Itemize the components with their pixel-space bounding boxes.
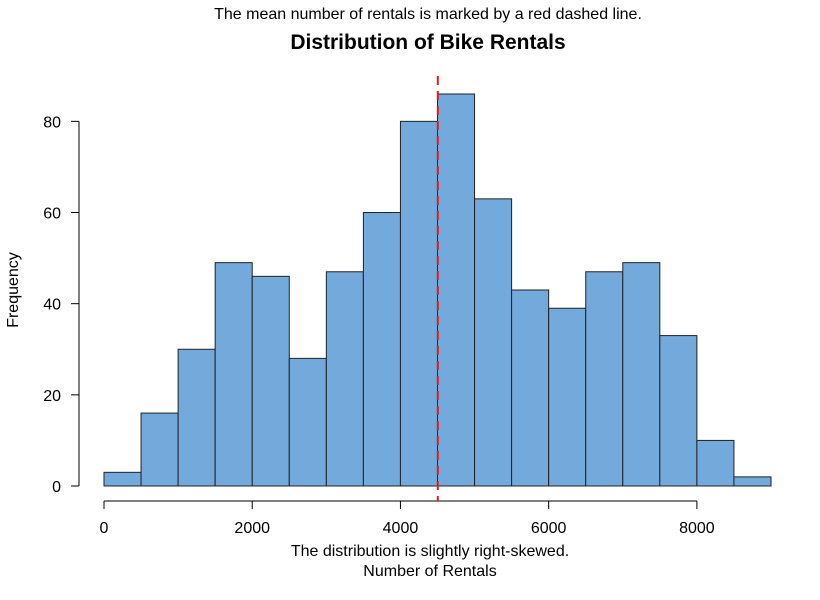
x-tick-label: 0 — [100, 520, 109, 537]
histogram-bar — [585, 271, 624, 487]
histogram-bar — [622, 262, 661, 487]
y-tick-label: 20 — [43, 388, 61, 405]
histogram-bar — [288, 357, 327, 487]
chart-subtitle: The mean number of rentals is marked by … — [214, 6, 642, 23]
x-tick-label: 8000 — [679, 520, 715, 537]
x-tick-label: 6000 — [531, 520, 567, 537]
y-tick-label: 80 — [43, 114, 61, 131]
bars-group — [103, 93, 772, 487]
y-axis-label: Frequency — [5, 252, 22, 328]
y-tick-label: 60 — [43, 206, 61, 223]
histogram-bar — [251, 275, 290, 487]
histogram-bar — [214, 262, 253, 487]
x-tick-label: 4000 — [383, 520, 419, 537]
histogram-bar — [140, 412, 179, 487]
histogram-bar — [103, 471, 142, 487]
histogram-bar — [733, 476, 772, 487]
histogram-bar — [437, 93, 476, 487]
histogram-bar — [659, 335, 698, 487]
chart-caption: The distribution is slightly right-skewe… — [291, 543, 569, 560]
x-axis-label: Number of Rentals — [363, 563, 496, 580]
histogram-bar — [474, 198, 513, 487]
histogram-bar — [399, 120, 439, 487]
x-tick-label: 2000 — [234, 520, 270, 537]
histogram-bar — [548, 307, 587, 487]
y-tick-label: 40 — [43, 297, 61, 314]
histogram-bar — [362, 212, 401, 487]
chart-title: Distribution of Bike Rentals — [290, 31, 565, 54]
y-tick-label: 0 — [52, 479, 61, 496]
histogram-bar — [696, 439, 735, 487]
y-axis: 0 20 40 60 80 — [43, 114, 80, 496]
x-axis: 0 2000 4000 6000 8000 — [100, 500, 715, 537]
histogram-bar — [177, 348, 216, 487]
histogram-bar — [325, 271, 364, 487]
histogram-bar — [511, 289, 550, 487]
